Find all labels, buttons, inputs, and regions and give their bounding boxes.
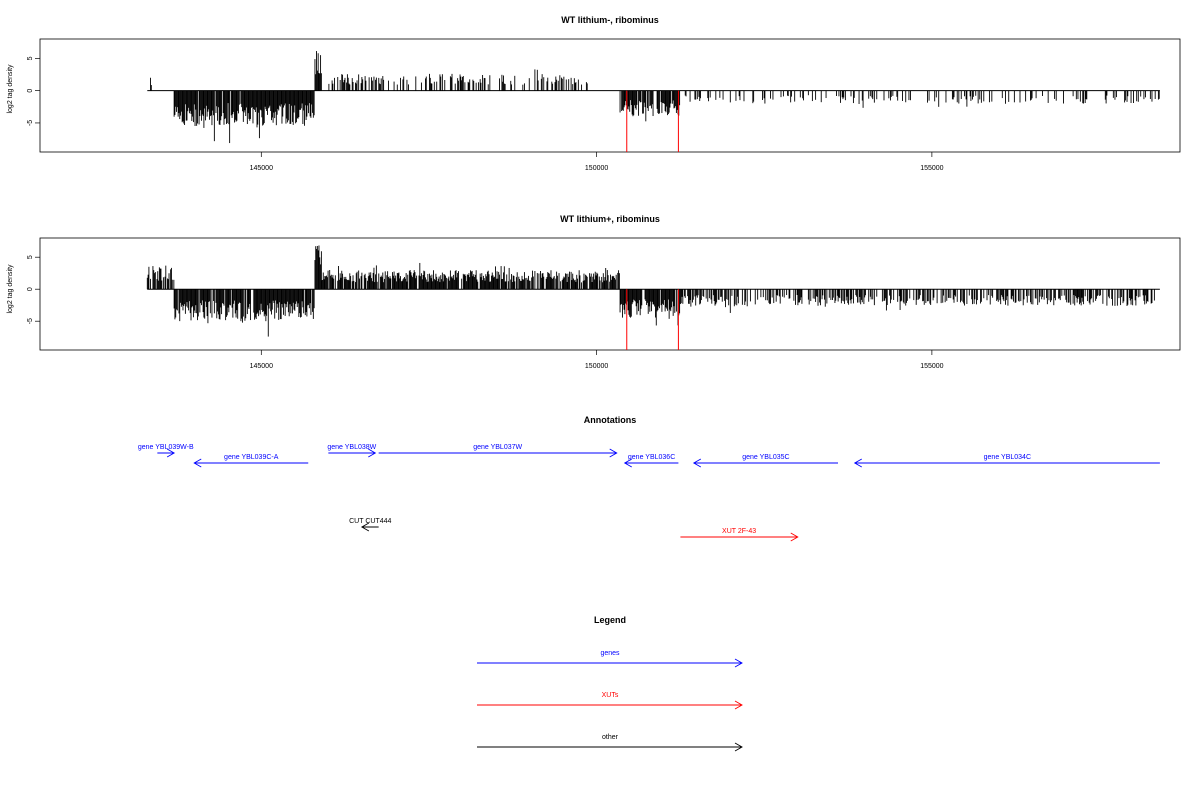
track-panel-lithium-minus: WT lithium-, ribominus log2 tag density … bbox=[7, 15, 1181, 172]
legend-label: XUTs bbox=[602, 692, 619, 699]
plot-frame bbox=[39, 38, 1181, 153]
annotation-arrow bbox=[623, 458, 679, 468]
annotation-arrow bbox=[680, 532, 799, 542]
x-tick-label: 150000 bbox=[585, 363, 608, 370]
annotations-title: Annotations bbox=[584, 415, 637, 425]
y-tick-label: 0 bbox=[27, 287, 34, 291]
annotation-arrow bbox=[378, 448, 618, 458]
annotation-label: gene YBL039C-A bbox=[224, 454, 279, 461]
annotation-arrow bbox=[328, 448, 377, 458]
track-title: WT lithium+, ribominus bbox=[560, 214, 660, 224]
y-tick-label: -5 bbox=[27, 120, 34, 126]
y-axis-label: log2 tag density bbox=[7, 64, 14, 114]
legend-label: other bbox=[602, 734, 619, 741]
x-tick-label: 145000 bbox=[250, 363, 273, 370]
annotation-label: CUT CUT444 bbox=[349, 518, 391, 525]
annotation-arrow bbox=[692, 458, 838, 468]
track-title: WT lithium-, ribominus bbox=[561, 15, 659, 25]
annotation-label: XUT 2F-43 bbox=[722, 528, 756, 535]
x-tick-label: 155000 bbox=[920, 363, 943, 370]
legend-panel: Legend genes XUTs other bbox=[477, 615, 743, 752]
annotation-label: gene YBL038W bbox=[327, 444, 376, 451]
y-tick-label: 0 bbox=[27, 89, 34, 93]
annotation-arrow bbox=[157, 448, 176, 458]
annotation-label: gene YBL037W bbox=[473, 444, 522, 451]
legend-title: Legend bbox=[594, 615, 626, 625]
density-bars bbox=[150, 51, 1160, 144]
annotation-arrow bbox=[360, 522, 379, 532]
y-tick-label: -5 bbox=[27, 318, 34, 324]
legend-label: genes bbox=[600, 650, 620, 657]
density-bars bbox=[146, 245, 1155, 337]
y-axis-label: log2 tag density bbox=[7, 264, 14, 314]
annotation-arrow bbox=[853, 458, 1160, 468]
x-tick-label: 150000 bbox=[585, 165, 608, 172]
annotation-label: gene YBL036C bbox=[628, 454, 675, 461]
annotation-label: gene YBL035C bbox=[742, 454, 789, 461]
x-tick-label: 155000 bbox=[920, 165, 943, 172]
x-tick-label: 145000 bbox=[250, 165, 273, 172]
track-panel-lithium-plus: WT lithium+, ribominus log2 tag density … bbox=[7, 214, 1181, 370]
annotation-label: gene YBL034C bbox=[984, 454, 1031, 461]
plot-frame bbox=[39, 237, 1181, 351]
y-tick-label: 5 bbox=[27, 255, 34, 259]
y-tick-label: 5 bbox=[27, 56, 34, 60]
annotations-panel: Annotations gene YBL039W-B gene YBL039C-A… bbox=[138, 415, 1160, 542]
annotation-label: gene YBL039W-B bbox=[138, 444, 194, 451]
legend-arrow bbox=[477, 700, 743, 710]
legend-arrow bbox=[477, 742, 743, 752]
legend-arrow bbox=[477, 658, 743, 668]
annotation-arrow bbox=[193, 458, 309, 468]
